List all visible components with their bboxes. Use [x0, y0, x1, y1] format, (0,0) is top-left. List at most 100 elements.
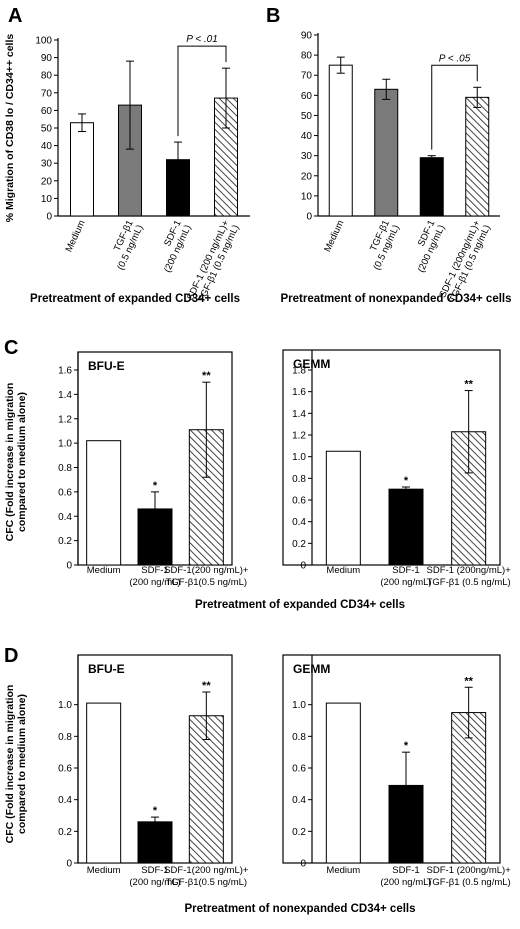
y-tick-label: 0.2: [292, 539, 306, 550]
category-label: SDF-1(200 ng/mL): [129, 865, 180, 888]
y-tick-label: 0.6: [292, 764, 306, 775]
category-label: Medium: [87, 865, 121, 876]
category-label: SDF-1(200 ng/mL)+ TGF-β1(0.5 ng/mL): [164, 565, 249, 588]
significance-star: **: [202, 370, 211, 382]
y-tick-label: 0: [300, 561, 306, 572]
bar: [86, 702, 122, 864]
y-tick-label: 0.6: [58, 764, 72, 775]
category-label: SDF-1(200 ng/mL)+ TGF-β1(0.5 ng/mL): [164, 865, 249, 888]
y-tick-label: 1.2: [292, 431, 306, 442]
bar: [388, 488, 424, 566]
y-tick-label: 70: [41, 88, 53, 99]
bar: [86, 440, 122, 566]
chart-panel-3: 00.20.40.60.81.01.21.41.61.8***GEMMMediu…: [282, 349, 512, 588]
category-label: SDF-1(200 ng/mL): [152, 219, 194, 275]
category-label: SDF-1(200 ng/mL): [129, 565, 180, 588]
y-tick-label: 30: [41, 159, 53, 170]
y-tick-label: 10: [41, 194, 53, 205]
y-tick-label: 60: [301, 91, 313, 102]
category-label: Medium: [322, 219, 346, 254]
category-label: Medium: [63, 219, 87, 254]
significance-star: **: [202, 680, 211, 692]
inset-label: GEMM: [293, 662, 330, 676]
x-axis-label: Pretreatment of nonexpanded CD34+ cells: [280, 293, 511, 305]
y-tick-label: 0.6: [58, 487, 72, 498]
y-tick-label: 0.6: [292, 496, 306, 507]
y-tick-label: 1.0: [292, 700, 306, 711]
x-axis-label: Pretreatment of nonexpanded CD34+ cells: [184, 903, 415, 915]
y-tick-label: 0.8: [292, 732, 306, 743]
y-tick-label: 100: [35, 36, 52, 47]
bar: [328, 64, 353, 217]
y-axis-label: % Migration of CD38 lo / CD34++ cells: [4, 34, 16, 223]
category-label: SDF-1(200 ng/mL): [406, 219, 448, 275]
y-tick-label: 70: [301, 71, 313, 82]
category-label: TGF-β1(0.5 ng/mL): [361, 219, 401, 272]
y-tick-label: 0.4: [292, 795, 306, 806]
category-label: SDF-1 (200ng/mL)+TGF-β1 (0.5 ng/mL): [427, 565, 512, 588]
category-label: Medium: [87, 565, 121, 576]
inset-label: BFU-E: [88, 359, 125, 373]
bar: [374, 88, 399, 217]
y-tick-label: 0.2: [292, 827, 306, 838]
y-axis-label: CFC (Fold increase in migrationcompared …: [4, 383, 28, 542]
bar: [325, 450, 361, 566]
y-tick-label: 0.4: [58, 512, 72, 523]
y-tick-label: 1.4: [58, 390, 72, 401]
y-tick-label: 0.2: [58, 827, 72, 838]
y-tick-label: 1.0: [58, 700, 72, 711]
p-value-label: P < .05: [439, 53, 471, 64]
y-tick-label: 0: [66, 561, 72, 572]
bar: [137, 821, 173, 864]
inset-label: GEMM: [293, 357, 330, 371]
y-axis-label: CFC (Fold increase in migrationcompared …: [4, 685, 28, 844]
y-tick-label: 0: [306, 212, 312, 223]
y-tick-label: 90: [301, 31, 313, 42]
y-tick-label: 0.4: [58, 795, 72, 806]
category-label: Medium: [326, 865, 360, 876]
x-axis-label: Pretreatment of expanded CD34+ cells: [30, 293, 240, 305]
y-tick-label: 1.0: [292, 452, 306, 463]
y-tick-label: 0: [300, 859, 306, 870]
y-tick-label: 10: [301, 191, 313, 202]
y-tick-label: 20: [41, 176, 53, 187]
y-tick-label: 60: [41, 106, 53, 117]
category-label: SDF-1 (200ng/mL)+TGF-β1 (0.5 ng/mL): [427, 865, 512, 888]
y-tick-label: 90: [41, 53, 53, 64]
y-tick-label: 20: [301, 171, 313, 182]
panel-letter: A: [8, 5, 22, 27]
category-label: TGF-β1(0.5 ng/mL): [105, 219, 145, 272]
panel-letter: C: [4, 337, 18, 359]
chart-panel-0: 0 10 20 30 40 50 60 70 80 90 100 P < .01 Medium TGF-β…: [4, 5, 250, 305]
significance-star: *: [153, 480, 158, 492]
y-tick-label: 80: [301, 51, 313, 62]
y-tick-label: 1.0: [58, 439, 72, 450]
bar: [188, 715, 224, 864]
bar: [70, 122, 94, 217]
panel-letter: D: [4, 645, 18, 667]
significance-star: **: [464, 379, 473, 391]
significance-star: *: [153, 805, 158, 817]
bar: [419, 157, 444, 217]
y-tick-label: 1.6: [58, 366, 72, 377]
y-tick-label: 50: [301, 111, 313, 122]
y-tick-label: 0.4: [292, 517, 306, 528]
y-tick-label: 1.4: [292, 409, 306, 420]
significance-star: **: [464, 675, 473, 687]
y-tick-label: 0.8: [58, 732, 72, 743]
y-tick-label: 40: [41, 141, 53, 152]
category-label: SDF-1(200 ng/mL): [380, 565, 431, 588]
y-tick-label: 50: [41, 124, 53, 135]
significance-bracket: [177, 45, 227, 137]
category-label: Medium: [326, 565, 360, 576]
x-axis-label: Pretreatment of expanded CD34+ cells: [195, 599, 405, 611]
significance-bracket: [431, 64, 478, 150]
y-tick-label: 0.8: [292, 474, 306, 485]
y-tick-label: 0: [66, 859, 72, 870]
y-tick-label: 1.8: [292, 366, 306, 377]
chart-panel-1: 0 10 20 30 40 50 60 70 80 90 P < .05 Medium TGF-β1(0…: [266, 5, 512, 305]
y-tick-label: 0.8: [58, 463, 72, 474]
